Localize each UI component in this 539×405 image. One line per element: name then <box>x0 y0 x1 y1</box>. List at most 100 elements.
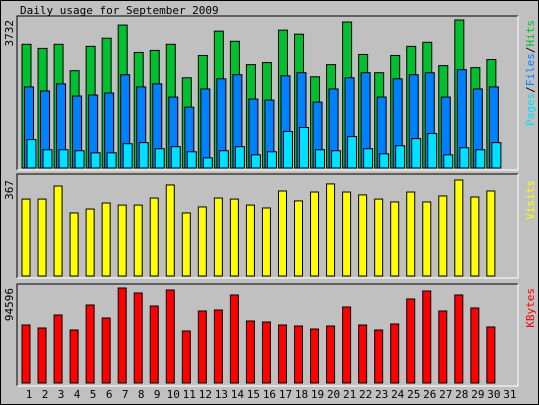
x-tick-label: 7 <box>122 388 129 401</box>
x-tick-label: 1 <box>26 388 33 401</box>
bar <box>427 133 438 169</box>
bar <box>133 292 143 384</box>
bar <box>282 131 293 169</box>
legend: Visits <box>524 180 537 220</box>
x-tick-label: 22 <box>359 388 372 401</box>
x-tick-label: 20 <box>327 388 340 401</box>
bar <box>475 149 486 169</box>
bar <box>299 126 310 169</box>
bar <box>37 327 47 384</box>
bar <box>358 324 368 384</box>
bar <box>21 324 31 384</box>
bar <box>277 190 287 277</box>
bar <box>85 208 95 277</box>
bar <box>294 325 304 384</box>
bar <box>486 190 496 277</box>
x-tick-label: 21 <box>343 388 356 401</box>
legend-entry: Pages <box>524 93 537 126</box>
x-tick-label: 28 <box>455 388 468 401</box>
bar <box>422 201 432 277</box>
bar <box>406 191 416 277</box>
x-tick-label: 8 <box>138 388 145 401</box>
x-tick-label: 4 <box>74 388 81 401</box>
bar <box>197 310 207 384</box>
bar <box>165 289 175 384</box>
bar <box>261 207 271 277</box>
x-tick-label: 17 <box>279 388 292 401</box>
x-tick-label: 11 <box>183 388 196 401</box>
legend: KBytes <box>524 288 537 328</box>
bar <box>53 185 63 277</box>
bar <box>101 317 111 384</box>
bar <box>326 325 336 384</box>
chart-title: Daily usage for September 2009 <box>20 4 219 17</box>
bar <box>379 153 390 169</box>
bar <box>310 191 320 277</box>
bar <box>250 154 261 169</box>
x-tick-label: 5 <box>90 388 97 401</box>
x-tick-label: 3 <box>58 388 65 401</box>
bar <box>69 329 79 384</box>
bar <box>422 290 432 384</box>
panel-shadow <box>16 173 518 278</box>
bar <box>37 198 47 277</box>
bar <box>90 152 101 169</box>
bar <box>117 287 127 384</box>
bar <box>149 197 159 277</box>
panel-highlight <box>17 284 519 387</box>
bar <box>406 298 416 384</box>
x-tick-label: 26 <box>423 388 436 401</box>
bar <box>234 146 245 169</box>
bar <box>106 152 117 169</box>
legend-entry: Files <box>524 53 537 86</box>
x-tick-label: 18 <box>295 388 308 401</box>
bar <box>347 136 358 169</box>
legend-entry: Visits <box>524 180 537 220</box>
legend-entry: Hits <box>524 20 537 47</box>
bar <box>363 148 374 169</box>
x-tick-label: 24 <box>391 388 405 401</box>
x-tick-label: 6 <box>106 388 113 401</box>
x-tick-label: 27 <box>439 388 452 401</box>
x-tick-label: 12 <box>199 388 212 401</box>
bar <box>326 183 336 277</box>
panel-shadow <box>16 283 518 386</box>
bar <box>315 149 326 169</box>
x-tick-label: 29 <box>471 388 484 401</box>
x-tick-label: 15 <box>247 388 260 401</box>
x-tick-label: 23 <box>375 388 388 401</box>
bar <box>218 150 229 169</box>
bar <box>229 294 239 384</box>
bar <box>486 326 496 384</box>
panel-shadow <box>16 15 518 170</box>
bar <box>186 151 197 169</box>
panel-highlight <box>17 16 519 171</box>
x-tick-label: 9 <box>154 388 161 401</box>
bar <box>122 143 133 169</box>
bar <box>454 179 464 277</box>
bar <box>202 157 213 169</box>
bar <box>197 206 207 277</box>
bar <box>58 149 69 169</box>
bar <box>454 294 464 384</box>
bar <box>53 314 63 384</box>
legend-separator: / <box>524 86 537 93</box>
bar <box>245 320 255 384</box>
bar <box>74 150 85 169</box>
bar <box>491 142 502 169</box>
bar <box>411 138 422 169</box>
x-tick-label: 25 <box>407 388 420 401</box>
bar <box>133 204 143 277</box>
bar <box>154 148 165 169</box>
bar <box>200 88 211 169</box>
y-tick-label: 94596 <box>3 288 16 321</box>
bar <box>101 202 111 277</box>
legend: Pages/Files/Hits <box>524 20 537 126</box>
x-tick-label: 10 <box>167 388 180 401</box>
x-tick-label: 13 <box>215 388 228 401</box>
bar <box>342 306 352 384</box>
legend-separator: / <box>524 47 537 54</box>
bar <box>69 212 79 277</box>
bar <box>181 330 191 384</box>
